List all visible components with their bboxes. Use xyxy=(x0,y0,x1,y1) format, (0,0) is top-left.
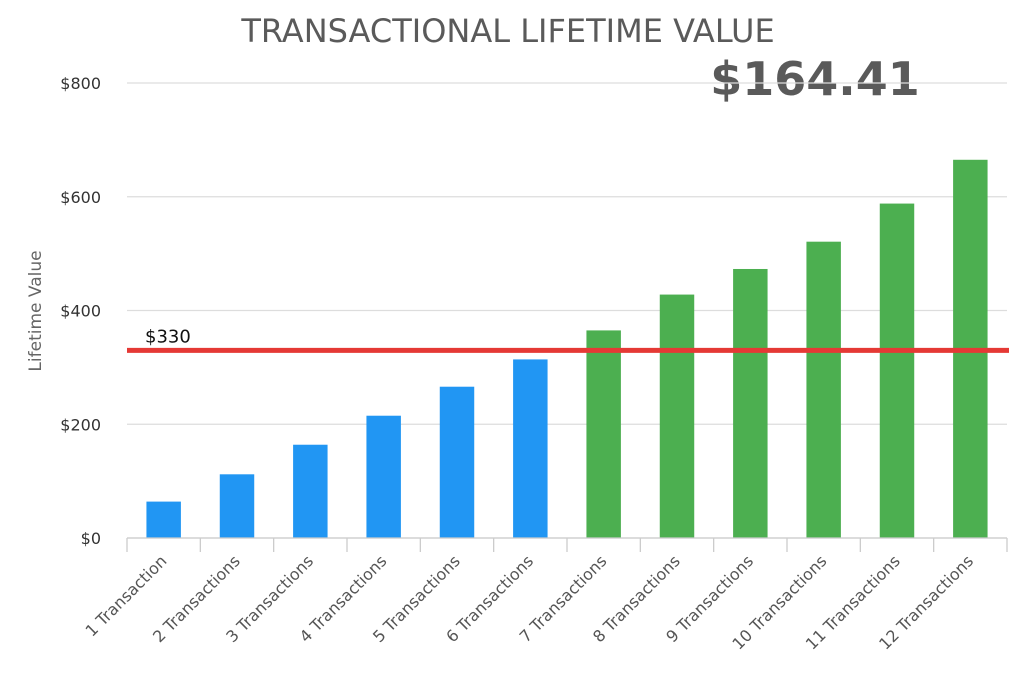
bar xyxy=(806,241,841,538)
bars xyxy=(146,159,988,538)
bar xyxy=(659,294,695,538)
y-tick-label: $800 xyxy=(60,74,101,93)
y-axis-label: Lifetime Value xyxy=(26,250,46,371)
y-tick-label: $600 xyxy=(60,188,101,207)
y-tick-label: $400 xyxy=(60,302,101,321)
y-tick-label: $0 xyxy=(81,529,101,548)
bar xyxy=(366,415,401,538)
bar xyxy=(146,501,181,538)
bar xyxy=(879,203,915,538)
gridlines xyxy=(127,82,1007,539)
bar xyxy=(293,444,328,538)
y-tick-label: $200 xyxy=(60,415,101,434)
y-ticks: $0 $200 $400 $600 $800 xyxy=(60,74,101,548)
bar xyxy=(439,386,475,538)
bar xyxy=(733,268,768,538)
bar xyxy=(513,359,548,538)
headline-value: $164.41 xyxy=(710,52,920,106)
reference-line-label: $330 xyxy=(145,326,191,347)
reference-line-group: $330 xyxy=(127,326,1009,353)
chart-title: TRANSACTIONAL LIFETIME VALUE xyxy=(240,12,774,50)
bar xyxy=(219,474,255,538)
bar xyxy=(586,330,621,538)
